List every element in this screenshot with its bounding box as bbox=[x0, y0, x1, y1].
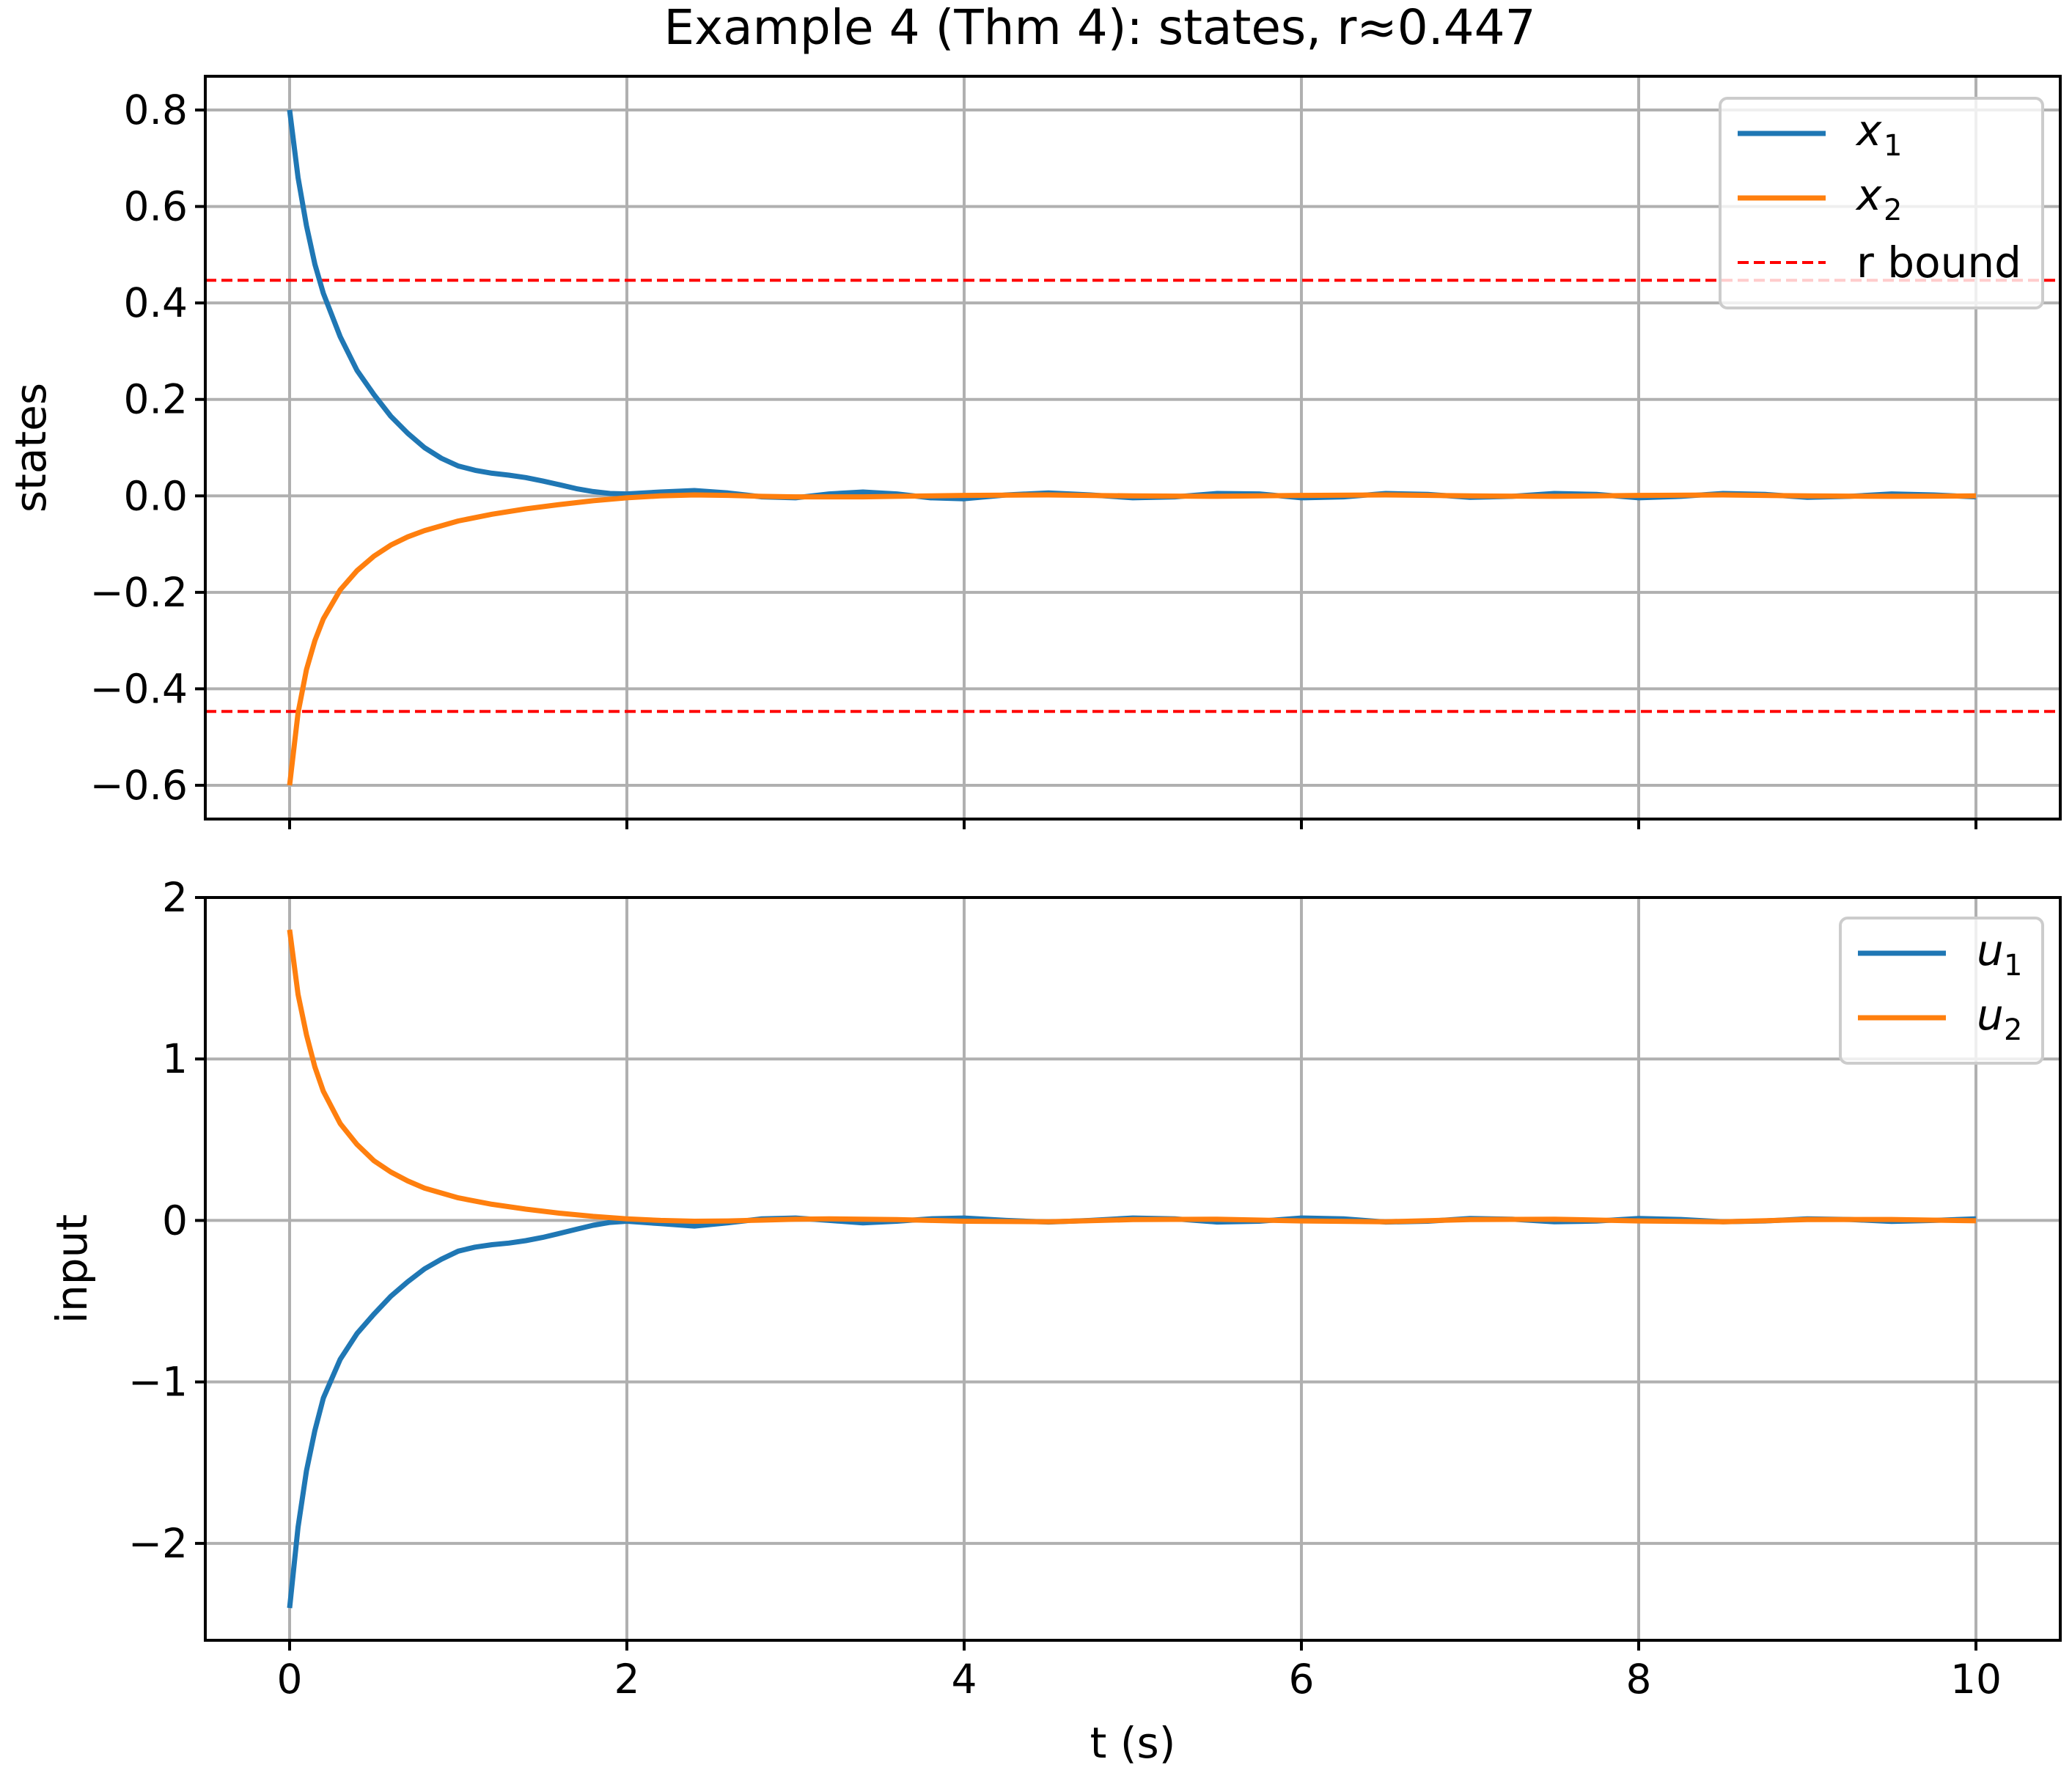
legend-box bbox=[1719, 97, 2044, 309]
y-tick-label: 0.2 bbox=[124, 376, 188, 423]
legend-label-subscript: 1 bbox=[1884, 129, 1902, 163]
legend-label-subscript: 1 bbox=[2004, 949, 2022, 983]
y-tick-label: 1 bbox=[162, 1035, 188, 1082]
y-axis-label: states bbox=[6, 383, 56, 513]
y-tick-label: 2 bbox=[162, 874, 188, 921]
y-tick-label: −0.2 bbox=[89, 569, 188, 616]
legend-label: r bound bbox=[1856, 238, 2021, 287]
x-tick-label: 8 bbox=[1626, 1656, 1652, 1703]
series-line-x2 bbox=[287, 492, 1977, 786]
y-tick-label: −0.6 bbox=[89, 762, 188, 809]
x-tick-label: 4 bbox=[952, 1656, 977, 1703]
legend-label-subscript: 2 bbox=[2004, 1013, 2022, 1047]
x-tick-label: 0 bbox=[277, 1656, 303, 1703]
y-tick-label: −0.4 bbox=[89, 665, 188, 712]
plot-frame bbox=[204, 75, 2062, 821]
legend-label-subscript: 2 bbox=[1884, 194, 1902, 227]
series-line-u2 bbox=[287, 929, 1977, 1225]
y-tick-label: 0 bbox=[162, 1197, 188, 1244]
y-tick-label: 0.0 bbox=[124, 472, 188, 519]
legend-label-symbol: u bbox=[1977, 990, 2004, 1040]
x-tick-label: 6 bbox=[1289, 1656, 1315, 1703]
y-tick-label: 0.8 bbox=[124, 87, 188, 133]
legend: u 1u 2 bbox=[1839, 917, 2044, 1065]
plot-frame bbox=[204, 896, 2062, 1642]
x-axis-label: t (s) bbox=[1090, 1718, 1176, 1768]
legend-label-symbol: x bbox=[1855, 106, 1882, 155]
legend-label-symbol: x bbox=[1855, 170, 1882, 220]
x-tick-label: 2 bbox=[614, 1656, 640, 1703]
x-tick-label: 10 bbox=[1950, 1656, 2002, 1703]
y-tick-label: −2 bbox=[128, 1520, 188, 1567]
y-tick-label: 0.4 bbox=[124, 279, 188, 326]
y-axis-label: input bbox=[47, 1214, 97, 1324]
legend-label-symbol: u bbox=[1977, 925, 2004, 975]
chart-title: Example 4 (Thm 4): states, r≈0.447 bbox=[664, 0, 1535, 56]
y-tick-label: 0.6 bbox=[124, 183, 188, 230]
legend: x 1x 2r bound bbox=[1719, 97, 2044, 309]
y-tick-label: −1 bbox=[128, 1359, 188, 1406]
